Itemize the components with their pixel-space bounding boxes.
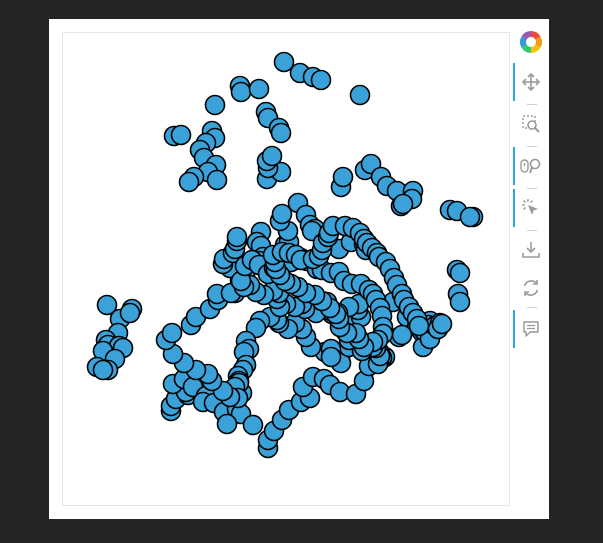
plot-panel [49, 19, 549, 519]
reset-tool-button[interactable] [513, 273, 549, 303]
save-icon [521, 240, 541, 260]
scatter-point[interactable] [451, 293, 470, 312]
scatter-point[interactable] [206, 96, 225, 115]
tap-select-tool-button[interactable] [513, 193, 549, 223]
scatter-point[interactable] [163, 324, 182, 343]
scatter-point[interactable] [312, 71, 331, 90]
save-tool-button[interactable] [513, 235, 549, 265]
plot-frame[interactable] [62, 32, 510, 506]
scatter-point[interactable] [208, 171, 227, 190]
scatter-point[interactable] [250, 80, 269, 99]
scatter-point[interactable] [334, 168, 353, 187]
scatter-point[interactable] [244, 416, 263, 435]
pan-tool-button[interactable] [513, 67, 549, 97]
scatter-point[interactable] [410, 317, 429, 336]
toolbar-divider [527, 146, 537, 147]
bokeh-logo-icon[interactable] [513, 27, 549, 57]
hover-tool-button[interactable] [513, 314, 549, 344]
scatter-point[interactable] [180, 173, 199, 192]
box-zoom-tool-button[interactable] [513, 109, 549, 139]
plot-toolbar [511, 27, 549, 347]
hover-icon [521, 319, 541, 339]
scatter-point[interactable] [322, 348, 341, 367]
wheel-zoom-tool-button[interactable] [513, 151, 549, 181]
scatter-point[interactable] [263, 147, 282, 166]
scatter-plot[interactable] [63, 33, 511, 507]
scatter-point[interactable] [451, 264, 470, 283]
scatter-point[interactable] [433, 315, 452, 334]
scatter-point[interactable] [461, 208, 480, 227]
scatter-point[interactable] [273, 205, 292, 224]
toolbar-divider [527, 307, 537, 308]
scatter-point[interactable] [351, 86, 370, 105]
toolbar-divider [527, 188, 537, 189]
box-zoom-icon [521, 114, 541, 134]
scatter-point[interactable] [393, 326, 412, 345]
wheel-zoom-icon [520, 156, 542, 176]
scatter-point[interactable] [228, 228, 247, 247]
scatter-point[interactable] [394, 195, 413, 214]
scatter-point[interactable] [232, 83, 251, 102]
scatter-point[interactable] [218, 415, 237, 434]
tap-select-icon [521, 198, 541, 218]
toolbar-divider [527, 104, 537, 105]
toolbar-divider [527, 230, 537, 231]
reset-icon [521, 278, 541, 298]
scatter-point[interactable] [172, 126, 191, 145]
scatter-point[interactable] [94, 361, 113, 380]
scatter-point[interactable] [272, 124, 291, 143]
pan-icon [521, 72, 541, 92]
scatter-point[interactable] [121, 304, 140, 323]
scatter-point[interactable] [275, 53, 294, 72]
points-layer [88, 53, 483, 458]
